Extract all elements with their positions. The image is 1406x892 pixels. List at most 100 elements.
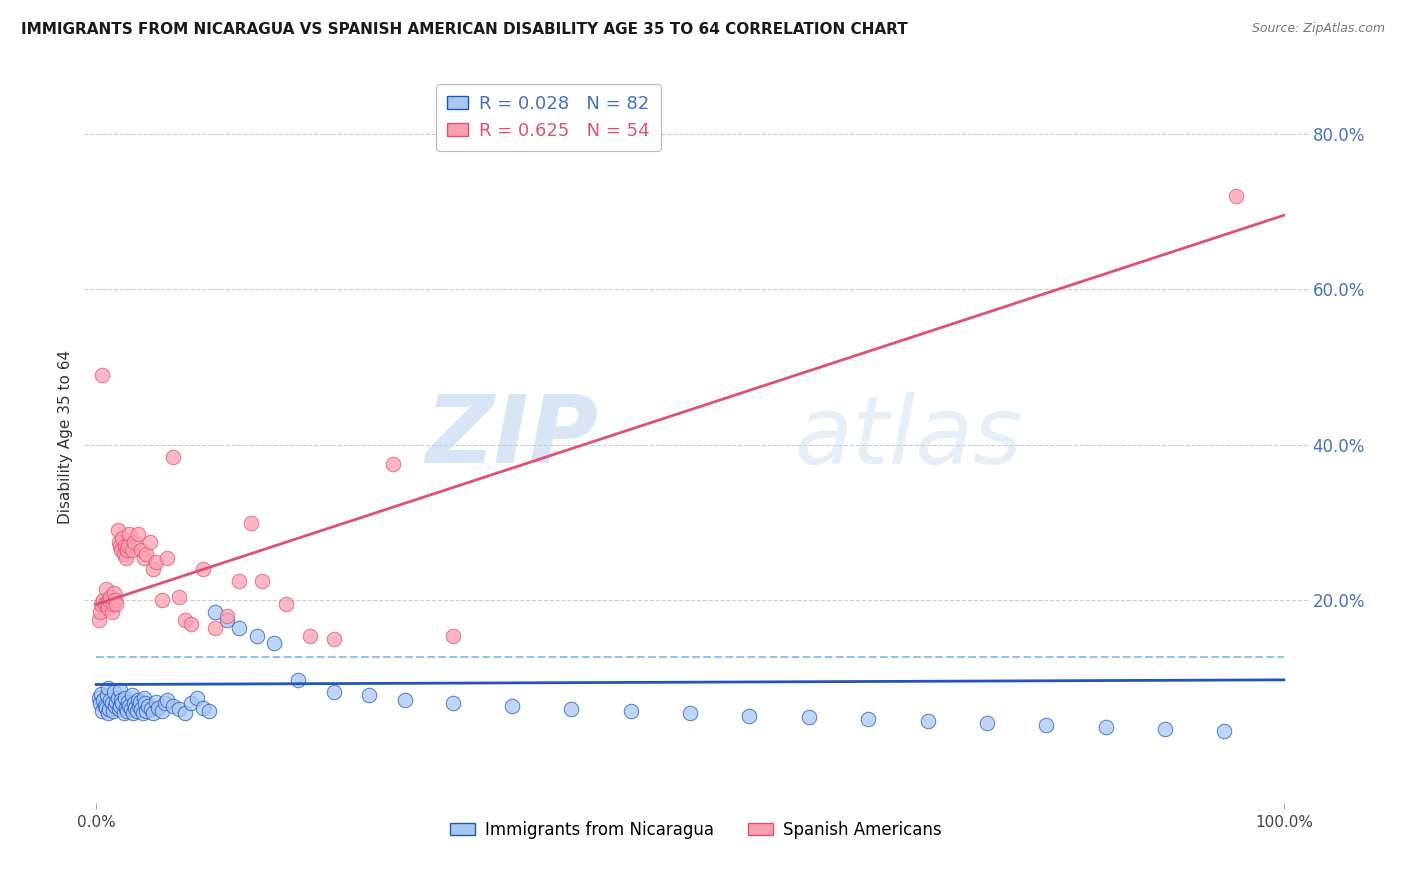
Point xyxy=(108,683,131,698)
Point xyxy=(191,562,214,576)
Point xyxy=(252,574,274,588)
Point xyxy=(239,516,262,530)
Point xyxy=(107,524,129,538)
Point xyxy=(1213,724,1236,739)
Point xyxy=(359,689,381,703)
Point xyxy=(146,701,169,715)
Legend: Immigrants from Nicaragua, Spanish Americans: Immigrants from Nicaragua, Spanish Ameri… xyxy=(444,814,948,846)
Point xyxy=(287,673,309,687)
Point xyxy=(169,590,191,604)
Point xyxy=(191,701,214,715)
Point xyxy=(156,693,179,707)
Point xyxy=(127,527,149,541)
Point xyxy=(110,542,132,557)
Point xyxy=(121,542,143,557)
Point xyxy=(91,704,114,718)
Point xyxy=(180,696,202,710)
Point xyxy=(298,628,321,642)
Point xyxy=(93,593,115,607)
Point xyxy=(89,605,111,619)
Point xyxy=(107,702,129,716)
Point xyxy=(245,628,267,642)
Point xyxy=(100,605,122,619)
Point xyxy=(186,690,208,705)
Point xyxy=(122,696,145,710)
Point xyxy=(118,698,141,713)
Point xyxy=(128,698,150,713)
Point xyxy=(228,621,250,635)
Point xyxy=(142,562,165,576)
Point xyxy=(89,696,111,710)
Point xyxy=(94,701,117,715)
Point xyxy=(131,542,153,557)
Point xyxy=(322,685,344,699)
Point xyxy=(97,601,120,615)
Point xyxy=(115,550,138,565)
Point xyxy=(90,687,112,701)
Point xyxy=(117,695,139,709)
Point xyxy=(103,685,125,699)
Point xyxy=(139,702,162,716)
Point xyxy=(90,598,112,612)
Point xyxy=(122,535,145,549)
Point xyxy=(1094,720,1116,734)
Point xyxy=(198,704,221,718)
Point xyxy=(394,693,416,707)
Point xyxy=(97,681,120,695)
Point xyxy=(98,702,121,716)
Point xyxy=(115,704,138,718)
Point xyxy=(114,539,136,553)
Point xyxy=(120,702,142,716)
Point xyxy=(100,590,122,604)
Point xyxy=(132,690,155,705)
Point xyxy=(115,701,138,715)
Point xyxy=(441,696,464,710)
Point xyxy=(917,714,939,728)
Point xyxy=(108,698,131,713)
Point xyxy=(145,695,167,709)
Point xyxy=(156,550,179,565)
Point xyxy=(114,690,136,705)
Point xyxy=(103,585,125,599)
Point xyxy=(162,698,184,713)
Point xyxy=(101,598,124,612)
Point xyxy=(127,693,149,707)
Point xyxy=(98,593,121,607)
Point xyxy=(150,593,173,607)
Point xyxy=(145,555,167,569)
Point xyxy=(111,531,134,545)
Point xyxy=(134,696,156,710)
Point xyxy=(93,598,115,612)
Point xyxy=(135,547,157,561)
Point xyxy=(104,698,127,713)
Point xyxy=(162,450,184,464)
Point xyxy=(976,716,998,731)
Point xyxy=(441,628,464,642)
Point xyxy=(135,704,157,718)
Point xyxy=(87,613,110,627)
Point xyxy=(105,598,128,612)
Point xyxy=(204,605,226,619)
Point xyxy=(117,539,139,553)
Point xyxy=(112,547,135,561)
Point xyxy=(100,696,122,710)
Point xyxy=(856,712,879,726)
Point xyxy=(91,368,114,382)
Point xyxy=(1035,718,1057,732)
Text: Source: ZipAtlas.com: Source: ZipAtlas.com xyxy=(1251,22,1385,36)
Point xyxy=(153,696,176,710)
Point xyxy=(263,636,285,650)
Point xyxy=(142,706,165,721)
Point xyxy=(96,598,118,612)
Y-axis label: Disability Age 35 to 64: Disability Age 35 to 64 xyxy=(58,350,73,524)
Point xyxy=(679,706,702,721)
Point xyxy=(100,693,122,707)
Point xyxy=(180,616,202,631)
Point xyxy=(93,698,115,713)
Point xyxy=(108,539,131,553)
Point xyxy=(124,701,146,715)
Point xyxy=(174,613,197,627)
Point xyxy=(96,689,118,703)
Point xyxy=(382,458,405,472)
Point xyxy=(104,593,127,607)
